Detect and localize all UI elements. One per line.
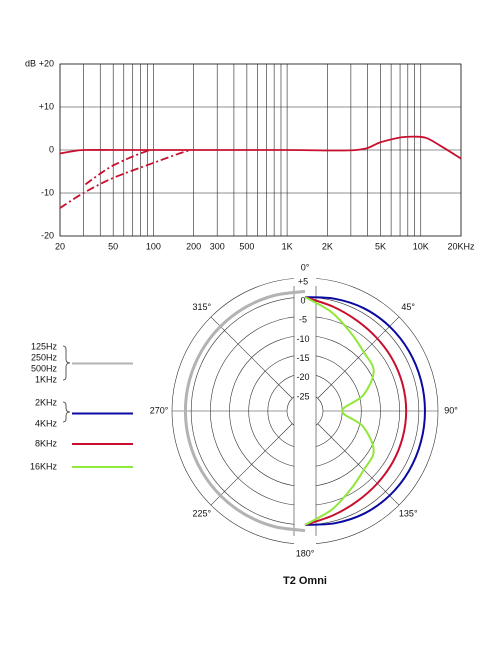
legend-label: 250Hz: [31, 352, 58, 362]
legend-label: 500Hz: [31, 363, 58, 373]
theta-tick-label: 135°: [399, 509, 418, 519]
spoke: [317, 423, 400, 506]
r-tick-label: -20: [296, 372, 309, 382]
spoke: [210, 316, 293, 399]
y-tick-label: +10: [39, 101, 54, 111]
r-tick-label: -25: [296, 391, 309, 401]
chart-title: T2 Omni: [283, 575, 327, 587]
y-tick-label: +20: [39, 58, 54, 68]
spoke: [210, 423, 293, 506]
x-tick-label: 20KHz: [447, 241, 475, 251]
theta-tick-label: 45°: [401, 302, 415, 312]
x-tick-label: 2K: [322, 241, 333, 251]
response-line: [84, 149, 151, 186]
polar-curve: [304, 296, 426, 526]
legend-label: 2KHz: [35, 397, 58, 407]
r-tick-label: -5: [299, 315, 307, 325]
y-tick-label: -10: [41, 187, 54, 197]
response-line: [59, 149, 191, 209]
x-tick-label: 50: [108, 241, 118, 251]
legend-bracket: [62, 345, 71, 381]
polar-curve: [183, 289, 306, 533]
r-tick-label: -15: [296, 353, 309, 363]
legend-label: 1KHz: [35, 374, 58, 384]
polar-curve: [304, 296, 375, 526]
theta-tick-label: 90°: [444, 405, 458, 415]
response-line: [59, 135, 462, 160]
legend-bracket: [62, 401, 71, 423]
label-strip: [294, 275, 316, 547]
legend-label: 125Hz: [31, 341, 58, 351]
x-tick-label: 300: [210, 241, 225, 251]
legend-label: 4KHz: [35, 418, 58, 428]
theta-tick-label: 225°: [192, 509, 211, 519]
legend-label: 8KHz: [35, 438, 58, 448]
y-tick-label: 0: [49, 144, 54, 154]
x-tick-label: 1K: [282, 241, 293, 251]
x-tick-label: 100: [146, 241, 161, 251]
theta-tick-label: 315°: [192, 302, 211, 312]
polar-curve: [304, 296, 408, 526]
x-tick-label: 5K: [375, 241, 386, 251]
legend-label: 16KHz: [30, 461, 58, 471]
r-tick-label: 0: [300, 296, 305, 306]
x-tick-label: 20: [55, 241, 65, 251]
x-tick-label: 500: [239, 241, 254, 251]
x-tick-label: 10K: [413, 241, 429, 251]
plot-frame: [59, 63, 462, 237]
r-tick-label: +5: [298, 276, 308, 286]
y-axis-label: dB: [25, 58, 36, 68]
y-tick-label: -20: [41, 230, 54, 240]
spoke: [317, 316, 400, 399]
r-tick-label: -10: [296, 334, 309, 344]
theta-tick-label: 0°: [301, 262, 310, 272]
theta-tick-label: 180°: [296, 548, 315, 558]
theta-tick-label: 270°: [150, 405, 169, 415]
x-tick-label: 200: [186, 241, 201, 251]
